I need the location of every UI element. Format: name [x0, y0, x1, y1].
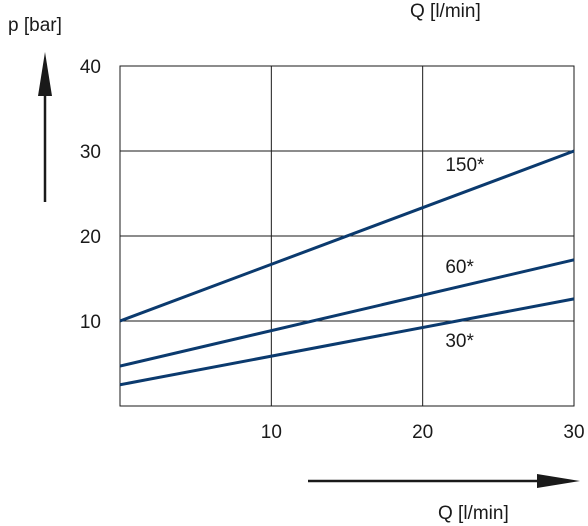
y-tick-label: 40 — [80, 57, 101, 78]
x-axis-title: Q [l/min] — [438, 503, 509, 524]
x-axis-title-top: Q [l/min] — [410, 1, 481, 22]
series-line-2 — [119, 297, 575, 387]
y-tick-label: 10 — [80, 312, 101, 333]
x-tick-label: 10 — [261, 422, 282, 443]
series-line-0 — [119, 149, 575, 323]
y-axis-title: p [bar] — [8, 15, 62, 36]
series-label-0: 150* — [445, 155, 485, 176]
grid-lines — [120, 66, 574, 406]
series-lines — [119, 149, 575, 387]
series-labels: 150* 60* 30* — [445, 155, 485, 352]
series-label-1: 60* — [445, 257, 474, 278]
x-tick-label: 20 — [412, 422, 433, 443]
series-line-1 — [119, 258, 575, 368]
y-tick-label: 30 — [80, 142, 101, 163]
series-label-2: 30* — [445, 331, 474, 352]
x-tick-label: 30 — [563, 422, 584, 443]
tick-labels: 10 20 30 10 20 30 40 — [80, 57, 585, 443]
x-direction-arrow — [308, 474, 580, 488]
y-tick-label: 20 — [80, 227, 101, 248]
y-direction-arrow — [38, 52, 52, 202]
